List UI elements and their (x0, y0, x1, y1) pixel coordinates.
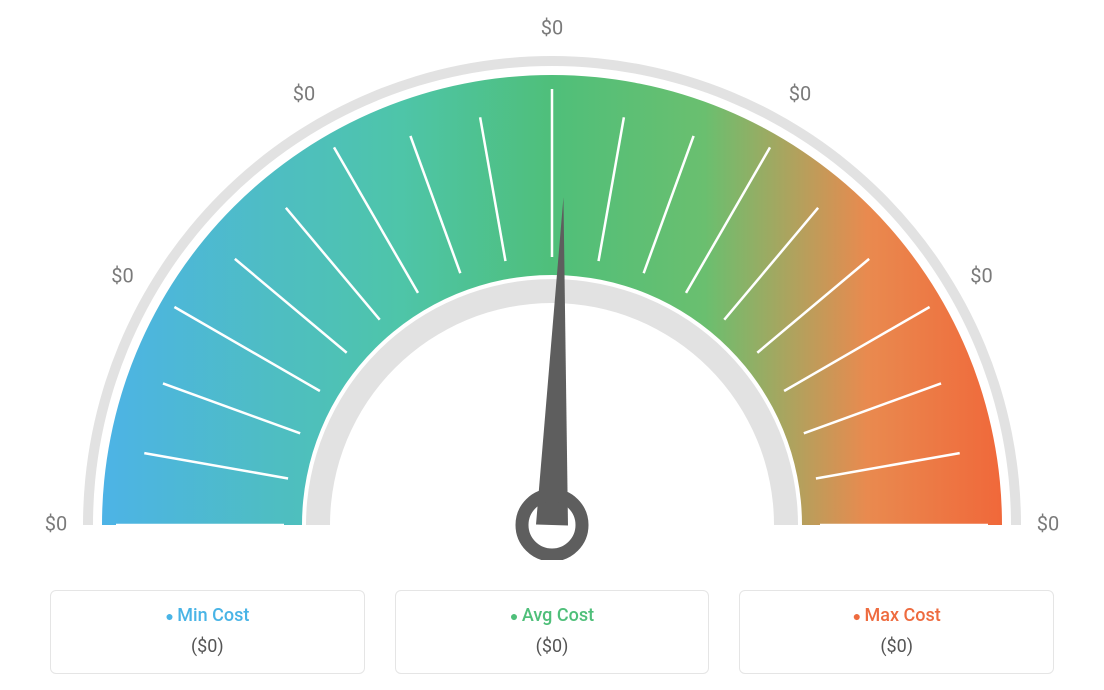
tick-label: $0 (541, 15, 563, 39)
legend-card-avg: Avg Cost ($0) (395, 590, 710, 674)
tick-label: $0 (970, 263, 992, 287)
legend-value: ($0) (51, 636, 364, 657)
cost-gauge-chart: $0$0$0$0$0$0$0 Min Cost($0)Avg Cost($0)M… (0, 0, 1104, 690)
legend-label: Min Cost (51, 605, 364, 626)
legend-value: ($0) (740, 636, 1053, 657)
legend-value: ($0) (396, 636, 709, 657)
tick-label: $0 (293, 82, 315, 106)
gauge-svg: $0 $0 $0 $0 $0 $0 $0 (0, 0, 1104, 560)
tick-label: $0 (789, 82, 811, 106)
legend-label: Avg Cost (396, 605, 709, 626)
legend-row: Min Cost ($0) Avg Cost ($0) Max Cost ($0) (50, 590, 1054, 674)
legend-card-min: Min Cost ($0) (50, 590, 365, 674)
tick-label: $0 (45, 511, 67, 535)
legend-label: Max Cost (740, 605, 1053, 626)
gauge-area: $0 $0 $0 $0 $0 $0 $0 (0, 0, 1104, 560)
tick-label: $0 (111, 263, 133, 287)
tick-label: $0 (1037, 511, 1059, 535)
legend-card-max: Max Cost ($0) (739, 590, 1054, 674)
